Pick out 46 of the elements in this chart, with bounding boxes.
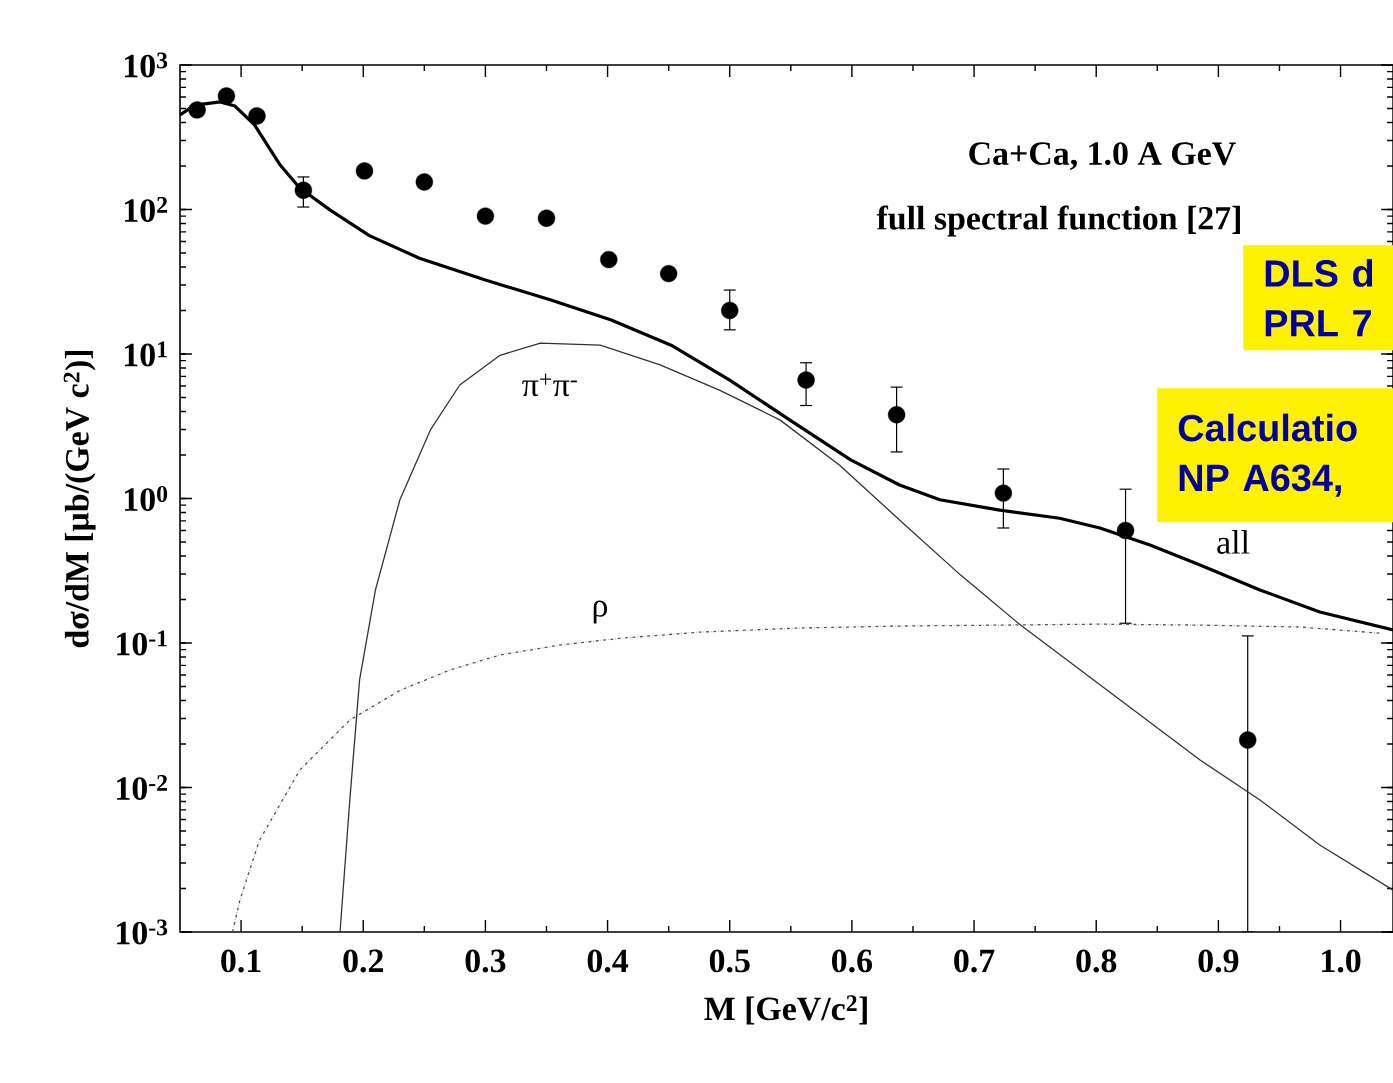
point [248, 107, 266, 125]
x-tick-label: 0.2 [343, 949, 383, 973]
x-tick-label: 0.7 [954, 949, 995, 973]
x-tick-label: 0.5 [709, 949, 750, 973]
point [1239, 731, 1257, 749]
line-series [339, 342, 1393, 932]
point [476, 207, 495, 225]
point [217, 87, 236, 105]
x-tick-label: 0.6 [832, 949, 873, 973]
text: full spectral function [27] [876, 205, 1240, 237]
point [355, 162, 374, 180]
y-tick-label: 10$^{-1}$ [117, 630, 167, 656]
x-tick-label: 0.8 [1076, 949, 1117, 973]
y-tick-label: 10$^{-3}$ [117, 919, 168, 945]
point [721, 301, 739, 320]
annotation: ρ [593, 600, 608, 624]
point [188, 101, 206, 119]
annotation: NP A634, [1179, 464, 1341, 497]
y-tick-label: 10$^{-2}$ [117, 774, 167, 801]
y-tick-label: 10$^{1}$ [125, 341, 167, 367]
x-tick-label: 0.4 [587, 949, 629, 973]
point [537, 209, 556, 227]
x-tick-label: 0.3 [465, 949, 506, 973]
y-tick-label: 10$^{2}$ [125, 196, 167, 223]
annotation: PRL 7 [1265, 310, 1371, 337]
annotation: Calculatio [1178, 413, 1357, 442]
annotation: π$^{+}$π$^{-}$ [522, 373, 577, 397]
text: Ca+Ca, 1.0 A GeV [969, 142, 1236, 170]
point [294, 181, 313, 199]
x-axis-title: M [GeV/c$^{2}$] [704, 995, 867, 1025]
point [415, 173, 433, 191]
line-series [231, 623, 1381, 932]
x-tick-label: 0.9 [1198, 949, 1239, 973]
annotation: all [1217, 530, 1250, 554]
x-tick-label: 0.1 [221, 949, 261, 973]
point [887, 406, 906, 424]
point [1116, 521, 1135, 540]
x-tick-label: 1.0 [1322, 949, 1361, 973]
y-tick-label: 10$^{3}$ [125, 52, 168, 78]
point [600, 250, 618, 269]
y-tick-label: 10$^{0}$ [125, 485, 168, 512]
annotation: DLS d [1265, 259, 1373, 287]
point [994, 484, 1013, 502]
point [659, 264, 678, 283]
y-axis-title: dσ/dM [μb/(GeV c$^{2}$)] [63, 350, 96, 648]
point [797, 371, 815, 389]
